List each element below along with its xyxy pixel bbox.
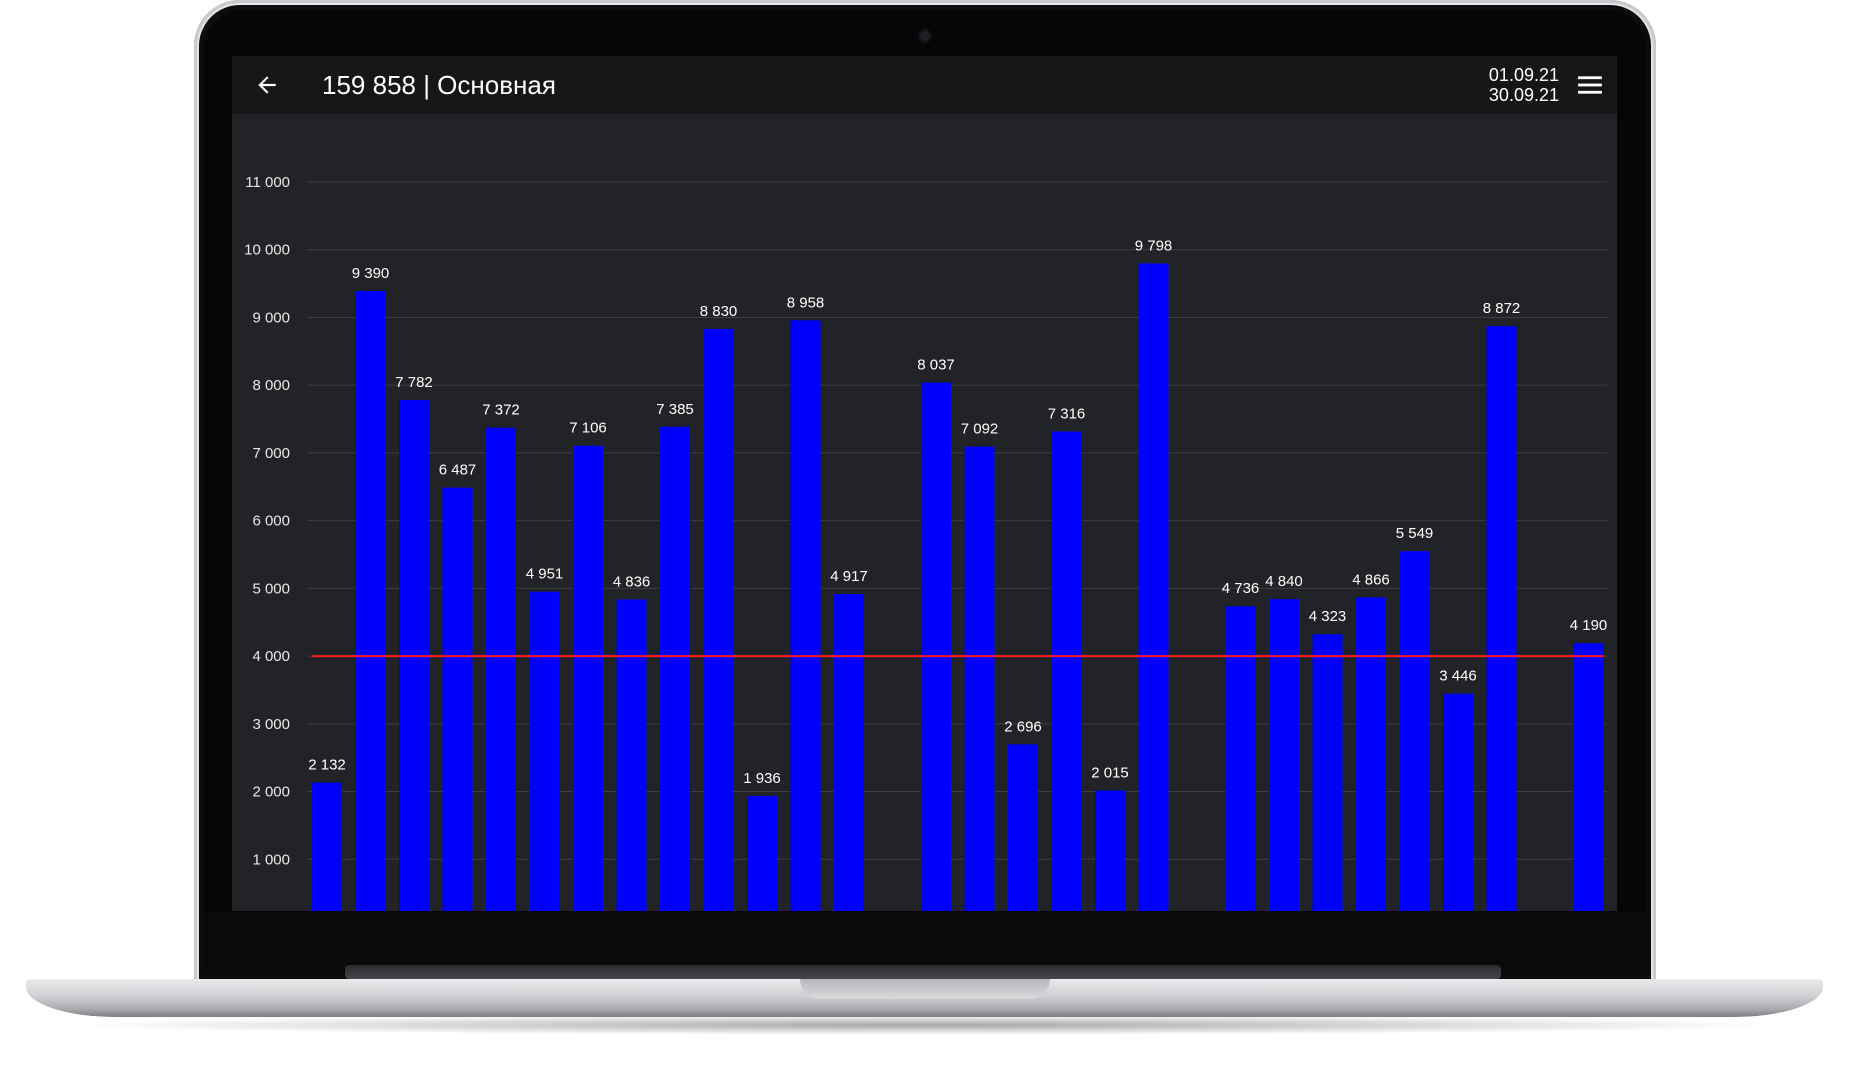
y-tick-label: 2 000 — [252, 784, 290, 801]
y-tick-label: 5 000 — [252, 580, 290, 597]
date-to: 30.09.21 — [1488, 85, 1559, 105]
laptop-hinge — [345, 965, 1501, 979]
bar-value-label: 8 037 — [917, 357, 955, 374]
bar-value-label: 5 549 — [1396, 525, 1434, 542]
bar — [312, 782, 342, 911]
bar-value-label: 4 836 — [613, 573, 651, 590]
bar-value-label: 8 830 — [700, 303, 738, 320]
y-tick-label: 1 000 — [252, 851, 290, 868]
bar-value-label: 7 092 — [961, 421, 999, 438]
bar-value-label: 2 696 — [1004, 718, 1042, 735]
bar-value-label: 7 106 — [569, 420, 607, 437]
bar-value-label: 7 385 — [656, 401, 694, 418]
bar-value-label: 4 736 — [1222, 580, 1260, 597]
arrow-left-icon[interactable] — [254, 72, 280, 98]
bar — [660, 426, 690, 911]
bar-value-label: 9 798 — [1135, 237, 1173, 254]
y-tick-label: 7 000 — [252, 445, 290, 462]
bar — [573, 445, 603, 911]
y-tick-label: 11 000 — [245, 174, 290, 191]
bar-value-label: 4 917 — [830, 568, 868, 585]
bar-value-label: 8 872 — [1483, 300, 1521, 317]
laptop-opening-notch — [800, 979, 1050, 999]
bar — [921, 382, 951, 911]
app-bar: 159 858 | Основная 01.09.21 30.09.21 — [232, 56, 1617, 114]
bar-value-label: 8 958 — [787, 294, 825, 311]
bar — [964, 446, 995, 911]
page-title: 159 858 | Основная — [322, 70, 556, 100]
bar-value-label: 7 372 — [482, 402, 520, 419]
app-screen: 159 858 | Основная 01.09.21 30.09.21 01 … — [232, 56, 1617, 911]
bar — [355, 291, 386, 911]
bar-value-label: 4 190 — [1570, 617, 1608, 634]
y-tick-label: 8 000 — [252, 377, 290, 394]
bar — [442, 487, 473, 911]
bar-value-label: 3 446 — [1439, 668, 1477, 685]
bar — [1312, 634, 1343, 911]
y-tick-label: 3 000 — [252, 716, 290, 733]
laptop-shadow — [60, 1015, 1789, 1035]
bar — [1486, 326, 1517, 911]
bar-value-label: 4 323 — [1309, 608, 1347, 625]
bar — [1399, 551, 1430, 911]
bar — [1356, 597, 1386, 911]
bar — [529, 591, 560, 911]
bar — [616, 599, 647, 911]
bar — [1269, 599, 1299, 911]
bar — [1008, 744, 1038, 911]
bar — [747, 795, 777, 911]
bar — [486, 427, 516, 911]
bar-value-label: 4 840 — [1265, 573, 1303, 590]
bar — [1095, 790, 1125, 911]
bar — [1051, 431, 1082, 911]
y-tick-label: 4 000 — [252, 648, 290, 665]
bar-value-label: 7 782 — [395, 374, 433, 391]
bar — [790, 320, 821, 911]
bar — [1443, 693, 1473, 911]
bar — [703, 328, 734, 911]
camera-icon — [920, 31, 930, 41]
bar-value-label: 1 936 — [743, 770, 781, 787]
bar — [1138, 263, 1169, 911]
bar — [834, 593, 864, 911]
date-from: 01.09.21 — [1488, 65, 1559, 85]
date-range[interactable]: 01.09.21 30.09.21 — [1489, 65, 1559, 105]
bar — [1225, 606, 1256, 911]
bar-value-label: 6 487 — [439, 462, 477, 479]
bar-value-label: 4 951 — [526, 566, 564, 583]
bar-value-label: 9 390 — [352, 265, 390, 282]
laptop-bezel-bottom — [204, 912, 1646, 975]
bar-value-label: 2 015 — [1091, 765, 1129, 782]
bar-value-label: 7 316 — [1048, 406, 1086, 423]
bar — [1573, 643, 1604, 911]
y-tick-label: 9 000 — [252, 309, 290, 326]
y-tick-label: 6 000 — [252, 513, 290, 530]
y-tick-label: 10 000 — [244, 242, 290, 259]
hamburger-menu-icon[interactable] — [1577, 74, 1603, 96]
bar-value-label: 4 866 — [1352, 571, 1390, 588]
bar-value-label: 2 132 — [308, 757, 346, 774]
